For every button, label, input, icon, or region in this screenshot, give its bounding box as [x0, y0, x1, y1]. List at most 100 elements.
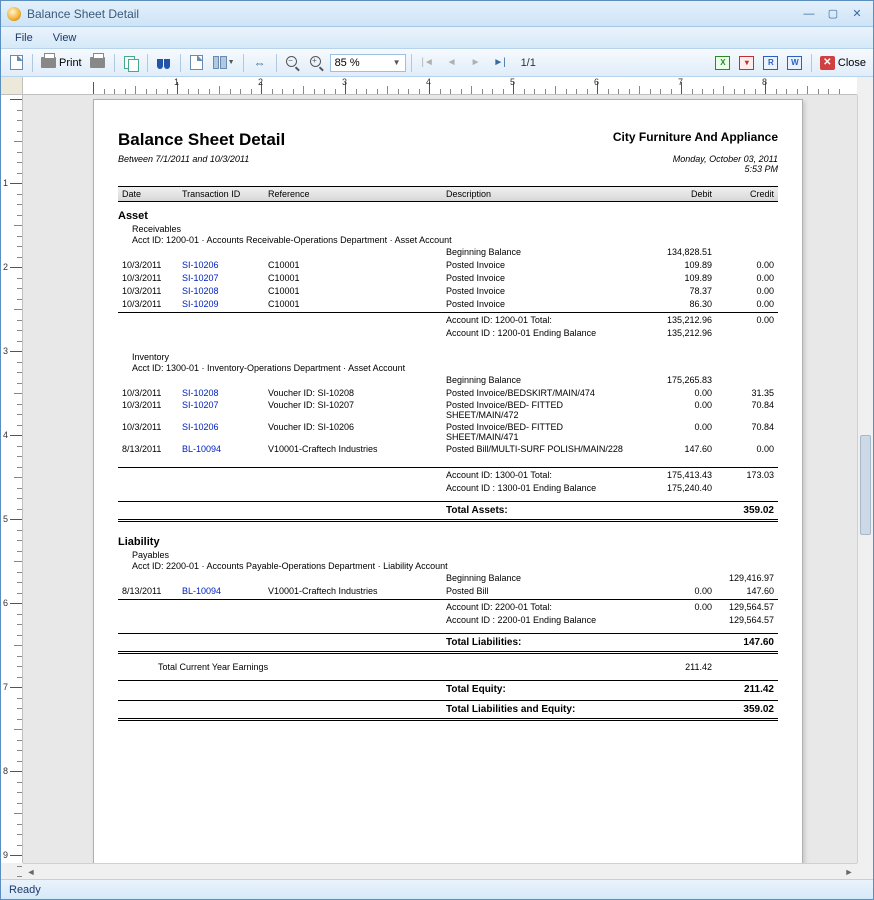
cell-debit: 78.37: [636, 286, 712, 296]
transaction-link[interactable]: SI-10207: [182, 273, 219, 283]
sub-inventory: Inventory: [132, 352, 778, 362]
print-setup-button[interactable]: [87, 52, 109, 74]
close-label: Close: [838, 57, 866, 69]
table-row: 10/3/2011SI-10208Voucher ID: SI-10208Pos…: [118, 386, 778, 399]
sub-payables: Payables: [132, 550, 778, 560]
table-row: 10/3/2011SI-10207C10001Posted Invoice109…: [118, 271, 778, 284]
table-row: 10/3/2011SI-10206C10001Posted Invoice109…: [118, 258, 778, 271]
new-doc-button[interactable]: [5, 52, 27, 74]
report-page: Balance Sheet Detail City Furniture And …: [93, 99, 803, 863]
transaction-link[interactable]: BL-10094: [182, 444, 221, 454]
cell-credit: 147.60: [712, 586, 778, 596]
zoom-combo[interactable]: 85 %▼: [330, 54, 406, 72]
cell-ref: Voucher ID: SI-10207: [268, 400, 446, 410]
report-viewport[interactable]: Balance Sheet Detail City Furniture And …: [23, 95, 857, 863]
titlebar: Balance Sheet Detail — ▢ ✕: [1, 1, 873, 27]
col-tid: Transaction ID: [182, 189, 268, 199]
copy-button[interactable]: [120, 52, 142, 74]
cell-credit: 0.00: [712, 444, 778, 454]
zoom-out-icon: −: [286, 56, 299, 69]
fit-width-button[interactable]: ⇔: [249, 52, 271, 74]
prev-page-button[interactable]: ◄: [441, 52, 463, 74]
menubar: File View: [1, 27, 873, 49]
single-page-button[interactable]: [186, 52, 208, 74]
ending-credit: 129,564.57: [712, 615, 778, 625]
total-assets-value: 359.02: [712, 505, 778, 516]
printer-icon: [41, 57, 56, 68]
find-button[interactable]: [153, 52, 175, 74]
cell-credit: 0.00: [712, 273, 778, 283]
cell-debit: 0.00: [636, 388, 712, 398]
close-window-button[interactable]: ✕: [847, 6, 867, 22]
transaction-link[interactable]: SI-10208: [182, 286, 219, 296]
print-button[interactable]: Print: [38, 52, 85, 74]
cell-debit: 0.00: [636, 400, 712, 410]
transaction-link[interactable]: BL-10094: [182, 586, 221, 596]
transaction-link[interactable]: SI-10207: [182, 400, 219, 410]
cell-date: 10/3/2011: [118, 422, 182, 432]
transaction-link[interactable]: SI-10206: [182, 422, 219, 432]
zoom-out-button[interactable]: −: [282, 52, 304, 74]
window-title: Balance Sheet Detail: [27, 7, 795, 21]
first-page-button[interactable]: |◄: [417, 52, 439, 74]
toolbar: Print ▼ ⇔ − + 85 %▼ |◄ ◄ ► ►| 1/1 X ▾ R …: [1, 49, 873, 77]
cell-ref: Voucher ID: SI-10206: [268, 422, 446, 432]
col-ref: Reference: [268, 189, 446, 199]
cell-date: 8/13/2011: [118, 444, 182, 454]
cell-credit: 0.00: [712, 286, 778, 296]
multi-page-button[interactable]: ▼: [210, 52, 238, 74]
word-icon: W: [787, 56, 802, 70]
table-row: 10/3/2011SI-10209C10001Posted Invoice86.…: [118, 297, 778, 310]
zoom-in-button[interactable]: +: [306, 52, 328, 74]
cell-debit: 147.60: [636, 444, 712, 454]
cell-credit: 0.00: [712, 260, 778, 270]
menu-file[interactable]: File: [5, 30, 43, 46]
ending-debit: 175,240.40: [636, 483, 712, 493]
maximize-button[interactable]: ▢: [823, 6, 843, 22]
total-liab-eq-label: Total Liabilities and Equity:: [446, 704, 636, 715]
export-rtf-button[interactable]: R: [760, 52, 782, 74]
close-report-button[interactable]: ✕Close: [817, 52, 869, 74]
status-text: Ready: [9, 884, 41, 896]
cell-ref: C10001: [268, 260, 446, 270]
begin-debit: 175,265.83: [636, 375, 712, 385]
next-page-button[interactable]: ►: [465, 52, 487, 74]
zoom-in-icon: +: [310, 56, 323, 69]
total-debit: 135,212.96: [636, 315, 712, 325]
cye-label: Total Current Year Earnings: [158, 662, 636, 672]
cell-debit: 0.00: [636, 422, 712, 432]
last-page-button[interactable]: ►|: [489, 52, 511, 74]
prev-icon: ◄: [447, 57, 457, 68]
scroll-corner: [857, 863, 873, 879]
export-word-button[interactable]: W: [784, 52, 806, 74]
total-credit: 0.00: [712, 315, 778, 325]
cell-date: 10/3/2011: [118, 388, 182, 398]
rtf-icon: R: [763, 56, 778, 70]
scroll-thumb[interactable]: [860, 435, 871, 535]
horizontal-scrollbar[interactable]: ◄►: [23, 863, 857, 879]
scroll-left-icon[interactable]: ◄: [23, 864, 39, 879]
pdf-icon: ▾: [739, 56, 754, 70]
minimize-button[interactable]: —: [799, 6, 819, 22]
total-liab-label: Total Liabilities:: [446, 637, 636, 648]
transaction-link[interactable]: SI-10209: [182, 299, 219, 309]
export-pdf-button[interactable]: ▾: [736, 52, 758, 74]
cell-ref: V10001-Craftech Industries: [268, 586, 446, 596]
cell-desc: Posted Invoice: [446, 273, 636, 283]
first-icon: |◄: [421, 57, 434, 68]
ending-debit: 135,212.96: [636, 328, 712, 338]
scroll-right-icon[interactable]: ►: [841, 864, 857, 879]
total-credit: 129,564.57: [712, 602, 778, 612]
app-icon: [7, 7, 21, 21]
close-icon: ✕: [820, 56, 835, 70]
transaction-link[interactable]: SI-10208: [182, 388, 219, 398]
vertical-scrollbar[interactable]: [857, 95, 873, 863]
transaction-link[interactable]: SI-10206: [182, 260, 219, 270]
menu-view[interactable]: View: [43, 30, 87, 46]
table-row: 8/13/2011BL-10094V10001-Craftech Industr…: [118, 584, 778, 597]
export-xls-button[interactable]: X: [712, 52, 734, 74]
cell-date: 10/3/2011: [118, 273, 182, 283]
cell-desc: Posted Invoice: [446, 260, 636, 270]
statusbar: Ready: [1, 879, 873, 899]
cell-ref: V10001-Craftech Industries: [268, 444, 446, 454]
